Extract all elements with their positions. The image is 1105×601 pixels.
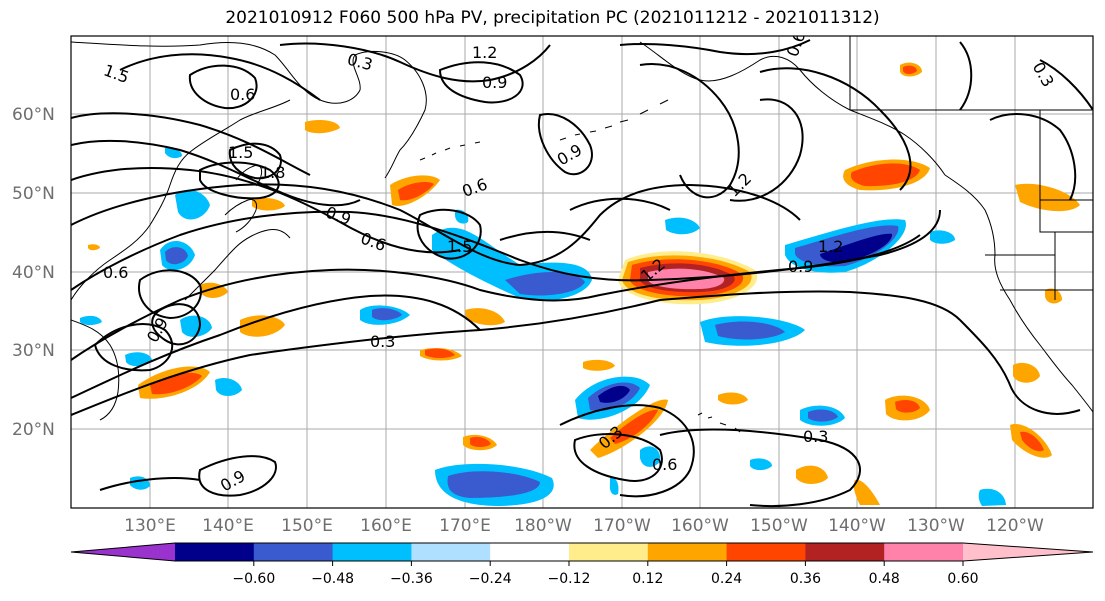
lon-label: 150°W (750, 516, 808, 536)
colorbar-tick-label: −0.12 (548, 571, 591, 587)
colorbar-segment (253, 543, 334, 561)
lat-label: 60°N (12, 105, 55, 125)
pv-contours (71, 39, 1093, 508)
lon-label: 160°E (360, 516, 412, 536)
lon-label: 180°W (514, 516, 572, 536)
svg-text:0.3: 0.3 (370, 332, 395, 351)
svg-text:1.5: 1.5 (447, 237, 472, 256)
colorbar-tick-label: −0.24 (469, 571, 512, 587)
lon-label: 150°E (281, 516, 333, 536)
colorbar-tick-label: −0.60 (232, 571, 275, 587)
svg-text:1.5: 1.5 (228, 143, 253, 162)
colorbar-ticks: −0.60 −0.48 −0.36 −0.24 −0.12 0.12 0.24 0.36 0.4… (232, 561, 979, 587)
colorbar-tick-label: −0.36 (390, 571, 433, 587)
colorbar-segment (884, 543, 964, 561)
colorbar-segment (805, 543, 885, 561)
lon-label: 170°E (439, 516, 491, 536)
colorbar-segment (726, 543, 806, 561)
lon-label: 120°W (986, 516, 1044, 536)
svg-text:0.9: 0.9 (788, 257, 813, 276)
colorbar-segment (490, 543, 570, 561)
colorbar-tick-label: 0.12 (632, 571, 663, 587)
colorbar-extend-high (963, 543, 1093, 561)
lon-label: 170°W (593, 516, 651, 536)
colorbar-tick-label: −0.48 (311, 571, 354, 587)
colorbar (70, 542, 1094, 562)
colorbar-segment (569, 543, 649, 561)
colorbar-tick-label: 0.24 (711, 571, 742, 587)
colorbar-segment (647, 543, 728, 561)
lat-label: 50°N (12, 184, 55, 204)
svg-text:1.2: 1.2 (472, 43, 497, 62)
svg-text:0.3: 0.3 (803, 427, 828, 446)
colorbar-tick-label: 0.60 (947, 571, 978, 587)
map-title: 2021010912 F060 500 hPa PV, precipitatio… (225, 8, 880, 28)
lon-axis: 130°E 140°E 150°E 160°E 170°E 180°W 170°… (124, 516, 1044, 536)
colorbar-tick-label: 0.48 (869, 571, 900, 587)
svg-text:1.2: 1.2 (818, 237, 843, 256)
coastlines (71, 36, 1093, 433)
svg-text:0.6: 0.6 (652, 455, 677, 474)
svg-text:1.8: 1.8 (260, 163, 285, 182)
lat-axis: 60°N 50°N 40°N 30°N 20°N (12, 105, 55, 440)
colorbar-tick-label: 0.36 (790, 571, 821, 587)
lon-label: 130°W (907, 516, 965, 536)
colorbar-segment (411, 543, 491, 561)
svg-text:0.9: 0.9 (482, 73, 507, 92)
lat-label: 30°N (12, 341, 55, 361)
svg-text:0.6: 0.6 (783, 29, 810, 59)
lat-label: 20°N (12, 420, 55, 440)
lon-label: 140°E (202, 516, 254, 536)
svg-text:0.6: 0.6 (230, 85, 255, 104)
svg-text:0.6: 0.6 (103, 263, 128, 282)
colorbar-extend-low (71, 543, 175, 561)
map-border (70, 35, 1094, 509)
colorbar-segment (332, 543, 412, 561)
lon-label: 160°W (671, 516, 729, 536)
lon-label: 140°W (828, 516, 886, 536)
colorbar-outline (70, 542, 1094, 562)
lat-label: 40°N (12, 263, 55, 283)
lon-label: 130°E (124, 516, 176, 536)
colorbar-segment (175, 543, 255, 561)
